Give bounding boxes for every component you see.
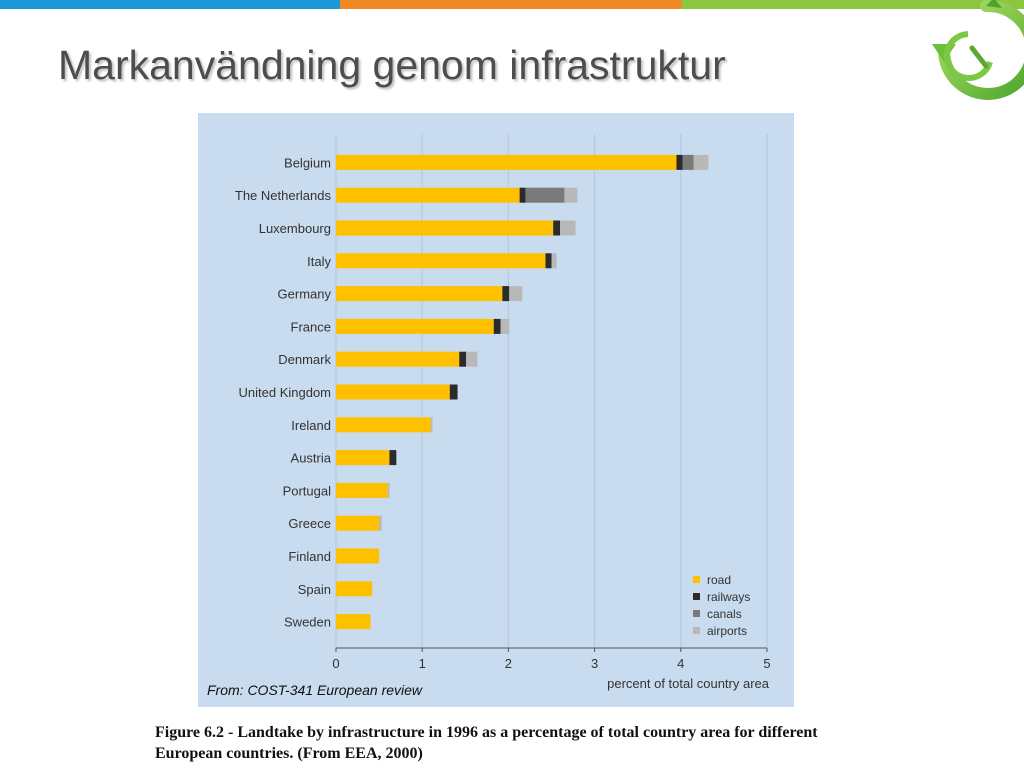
category-label: Ireland xyxy=(291,418,331,433)
bar-road xyxy=(336,318,494,334)
x-tick-label-2: 2 xyxy=(505,656,512,671)
category-label: Italy xyxy=(307,254,331,269)
recycle-arrow-icon xyxy=(932,0,1024,100)
category-label: Portugal xyxy=(283,483,332,498)
bar-road xyxy=(336,515,380,531)
bar-road xyxy=(336,253,546,269)
chart-legend: road railways canals airports xyxy=(693,571,750,639)
bar-railways xyxy=(553,220,561,236)
legend-item-canals: canals xyxy=(693,605,750,622)
legend-label-road: road xyxy=(707,572,732,587)
top-bar-blue xyxy=(0,0,340,9)
bar-airports xyxy=(379,515,382,531)
category-label: Germany xyxy=(278,287,332,302)
category-label: United Kingdom xyxy=(239,385,332,400)
bar-railways xyxy=(459,351,467,367)
bar-railways xyxy=(545,253,552,269)
bar-road xyxy=(336,384,450,400)
bar-airports xyxy=(564,187,578,203)
legend-item-airports: airports xyxy=(693,622,750,639)
legend-swatch-canals xyxy=(693,610,700,617)
bar-road xyxy=(336,614,371,630)
category-label: The Netherlands xyxy=(235,188,332,203)
legend-item-road: road xyxy=(693,571,750,588)
legend-swatch-road xyxy=(693,576,700,583)
bar-canals xyxy=(525,187,565,203)
bar-road xyxy=(336,220,554,236)
legend-label-canals: canals xyxy=(707,606,742,621)
x-tick-label-5: 5 xyxy=(763,656,770,671)
slide-title: Markanvändning genom infrastruktur xyxy=(58,42,726,88)
x-tick-label-3: 3 xyxy=(591,656,598,671)
top-color-bar xyxy=(0,0,1024,9)
bar-airports xyxy=(430,417,433,433)
category-label: Finland xyxy=(288,549,331,564)
source-note: From: COST-341 European review xyxy=(207,682,423,698)
bar-airports xyxy=(500,318,510,334)
category-label: Greece xyxy=(288,516,331,531)
bar-road xyxy=(336,581,373,597)
top-bar-green xyxy=(682,0,1024,9)
legend-label-airports: airports xyxy=(707,623,748,638)
bar-railways xyxy=(676,154,683,170)
bar-railways xyxy=(519,187,526,203)
legend-swatch-airports xyxy=(693,627,700,634)
bar-road xyxy=(336,286,503,302)
category-label: Austria xyxy=(291,451,332,466)
bar-airports xyxy=(466,351,478,367)
category-label: Sweden xyxy=(284,615,331,630)
bar-airports xyxy=(509,286,523,302)
bar-airports xyxy=(387,482,390,498)
category-label: France xyxy=(291,319,331,334)
bar-airports xyxy=(693,154,709,170)
bar-railways xyxy=(493,318,501,334)
bar-airports xyxy=(551,253,557,269)
bar-road xyxy=(336,482,388,498)
bar-road xyxy=(336,548,380,564)
bar-railways xyxy=(449,384,458,400)
figure-caption: Figure 6.2 - Landtake by infrastructure … xyxy=(155,724,818,762)
legend-label-railways: railways xyxy=(707,589,751,604)
bar-road xyxy=(336,351,460,367)
bar-road xyxy=(336,417,431,433)
bar-road xyxy=(336,187,520,203)
bar-airports xyxy=(560,220,576,236)
x-tick-label-0: 0 xyxy=(332,656,339,671)
bar-railways xyxy=(389,450,397,466)
legend-item-railways: railways xyxy=(693,588,750,605)
landtake-bar-chart: 0 1 2 3 4 5 percent of total country area Belgi… xyxy=(235,134,771,691)
bar-road xyxy=(336,154,677,170)
figure-panel xyxy=(198,113,794,707)
x-axis-label: percent of total country area xyxy=(607,676,770,691)
bar-canals xyxy=(682,154,694,170)
bar-road xyxy=(336,450,390,466)
x-tick-label-1: 1 xyxy=(419,656,426,671)
category-label: Luxembourg xyxy=(259,221,331,236)
bar-railways xyxy=(502,286,510,302)
category-label: Belgium xyxy=(284,155,331,170)
category-label: Denmark xyxy=(278,352,331,367)
top-bar-orange xyxy=(340,0,682,9)
legend-swatch-railways xyxy=(693,593,700,600)
x-tick-label-4: 4 xyxy=(677,656,684,671)
category-label: Spain xyxy=(298,582,331,597)
